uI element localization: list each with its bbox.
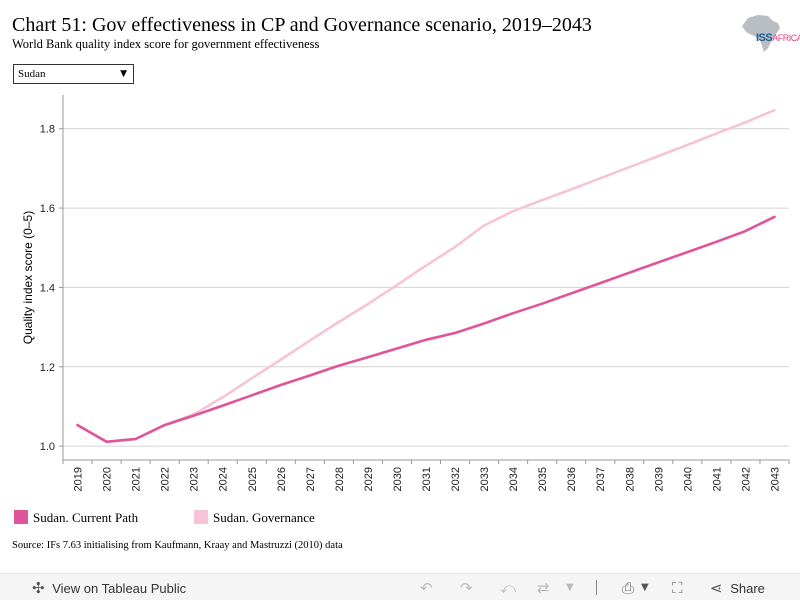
- y-tick-label: 1.6: [40, 203, 55, 215]
- revert-icon[interactable]: ⤺: [500, 579, 517, 597]
- country-filter-value: Sudan: [18, 68, 46, 80]
- x-tick-label: 2022: [160, 467, 172, 491]
- x-tick-label: 2034: [508, 467, 520, 491]
- refresh-icon[interactable]: ⇄: [537, 579, 550, 597]
- x-tick-label: 2041: [711, 467, 723, 491]
- share-icon: ⋖: [710, 579, 723, 597]
- x-tick-label: 2038: [624, 467, 636, 491]
- y-tick-label: 1.2: [40, 362, 55, 374]
- country-filter-dropdown[interactable]: Sudan ▼: [13, 64, 134, 84]
- x-tick-label: 2037: [595, 467, 607, 491]
- source-note: Source: IFs 7.63 initialising from Kaufm…: [12, 540, 343, 551]
- africa-map-icon: [742, 15, 780, 52]
- legend-label: Sudan. Current Path: [33, 510, 139, 525]
- download-icon[interactable]: ⎙: [622, 579, 635, 597]
- x-tick-label: 2030: [392, 467, 404, 491]
- x-tick-label: 2029: [363, 467, 375, 491]
- x-tick-label: 2020: [102, 467, 114, 491]
- gridlines: [63, 128, 789, 447]
- logo-text: ISSAFRICA: [756, 32, 800, 44]
- x-tick-label: 2032: [450, 467, 462, 491]
- x-tick-label: 2021: [131, 467, 143, 491]
- tableau-logo-icon: ✣: [32, 579, 45, 597]
- x-tick-label: 2031: [421, 467, 433, 491]
- view-on-tableau-label: View on Tableau Public: [52, 581, 187, 596]
- chart-subtitle: World Bank quality index score for gover…: [12, 37, 320, 51]
- share-label: Share: [730, 581, 765, 596]
- series-lines: [76, 108, 776, 444]
- iss-africa-logo: ISSAFRICA: [738, 12, 800, 54]
- y-tick-label: 1.8: [40, 124, 55, 136]
- chart-title: Chart 51: Gov effectiveness in CP and Go…: [12, 14, 592, 36]
- legend-item-current-path[interactable]: Sudan. Current Path: [14, 510, 138, 526]
- x-tick-label: 2027: [305, 467, 317, 491]
- logo-text-sub: AFRICA: [772, 33, 800, 43]
- toolbar-divider: [596, 580, 597, 595]
- chevron-down-icon: ▼: [120, 69, 127, 79]
- legend-item-governance[interactable]: Sudan. Governance: [194, 510, 315, 526]
- series-line-1: [76, 108, 776, 444]
- x-tick-label: 2039: [653, 467, 665, 491]
- refresh-menu-chevron-icon[interactable]: ▼: [566, 582, 574, 593]
- tableau-toolbar: ✣ View on Tableau Public ↶ ↷ ⤺ ⇄ ▼ ⎙ ▼ ⛶…: [0, 573, 800, 600]
- y-axis-label: Quality index score (0–5): [21, 211, 35, 344]
- line-chart: 1.0 1.2 1.4 1.6 1.8 2019 2020 2021 2022 2023 2024…: [21, 95, 790, 491]
- x-tick-label: 2035: [537, 467, 549, 491]
- x-tick-label: 2033: [479, 467, 491, 491]
- legend-label: Sudan. Governance: [213, 510, 315, 525]
- y-axis-ticks: 1.0 1.2 1.4 1.6 1.8: [40, 124, 63, 453]
- x-tick-label: 2023: [189, 467, 201, 491]
- x-tick-label: 2042: [740, 467, 752, 491]
- x-tick-label: 2036: [566, 467, 578, 491]
- redo-icon[interactable]: ↷: [460, 579, 473, 597]
- x-tick-label: 2040: [682, 467, 694, 491]
- x-tick-label: 2024: [218, 467, 230, 491]
- legend-swatch: [194, 510, 208, 524]
- undo-icon[interactable]: ↶: [420, 579, 433, 597]
- x-tick-label: 2019: [73, 467, 85, 491]
- x-tick-label: 2026: [276, 467, 288, 491]
- legend-swatch: [14, 510, 28, 524]
- view-on-tableau-link[interactable]: ✣ View on Tableau Public: [32, 579, 186, 597]
- x-axis-ticks: 2019 2020 2021 2022 2023 2024 2025 2026 2027 2028…: [62, 460, 790, 491]
- x-tick-label: 2043: [769, 467, 781, 491]
- x-tick-label: 2028: [334, 467, 346, 491]
- download-menu-chevron-icon[interactable]: ▼: [641, 582, 649, 593]
- x-tick-label: 2025: [247, 467, 259, 491]
- fullscreen-icon[interactable]: ⛶: [672, 579, 683, 597]
- share-button[interactable]: ⋖ Share: [710, 579, 765, 597]
- logo-text-main: ISS: [756, 32, 773, 44]
- y-tick-label: 1.0: [40, 441, 55, 453]
- y-tick-label: 1.4: [40, 282, 55, 294]
- series-line-0: [76, 215, 776, 444]
